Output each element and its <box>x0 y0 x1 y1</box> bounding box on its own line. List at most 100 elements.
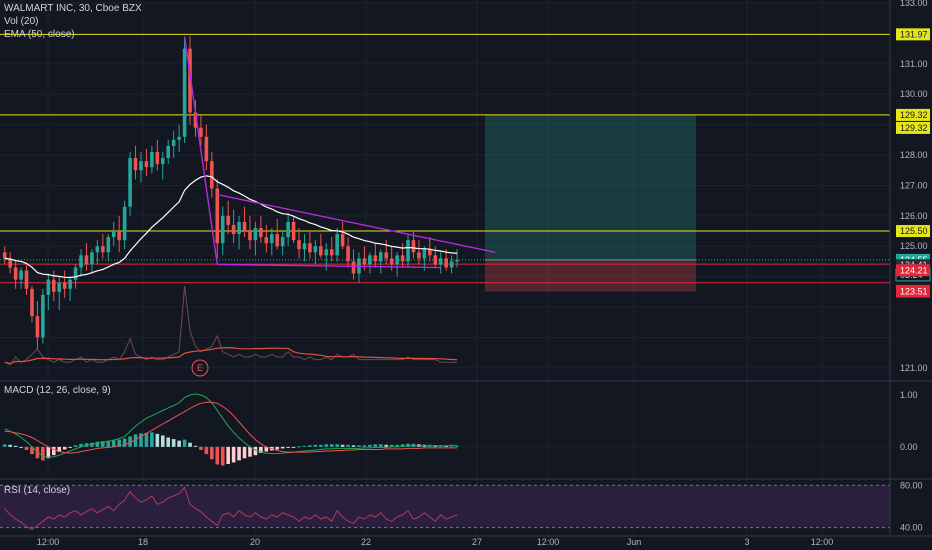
price-tag <box>896 108 930 121</box>
time-axis[interactable]: 12:00 18 20 22 27 12:00 Jun 3 12:00 <box>37 537 834 547</box>
candle-body <box>188 48 192 113</box>
macd-hist-bar <box>73 445 78 447</box>
candle-body <box>335 234 339 256</box>
macd-hist-bar <box>188 442 192 447</box>
legend-symbol[interactable]: WALMART INC, 30, Cboe BZX <box>4 3 142 14</box>
candle-body <box>368 255 372 265</box>
candle-body <box>384 252 389 259</box>
macd-hist-bar <box>139 433 143 447</box>
candle-body <box>395 255 399 265</box>
macd-hist-bar <box>329 444 334 447</box>
macd-pane <box>0 393 890 466</box>
macd-hist-bar <box>128 436 132 447</box>
candle-body <box>111 231 116 238</box>
rsi-band <box>0 485 890 528</box>
earnings-marker[interactable]: E <box>191 359 209 377</box>
candle-body <box>291 221 296 241</box>
macd-hist-bar <box>259 446 263 454</box>
candle-body <box>231 224 236 235</box>
candle-body <box>106 237 111 253</box>
candle-body <box>122 206 127 241</box>
price-tag-label: 124.21 <box>900 265 928 275</box>
macd-hist-bar <box>389 444 394 447</box>
macd-hist-bar <box>253 446 258 456</box>
candle-body <box>362 258 367 265</box>
macd-hist-bar <box>111 440 116 447</box>
macd-hist-bar <box>199 446 203 450</box>
legend-ema[interactable]: EMA (50, close) <box>4 29 75 40</box>
price-tick-label: 130.00 <box>900 89 928 99</box>
legend-vol[interactable]: Vol (20) <box>4 16 39 27</box>
candle-body <box>313 246 318 253</box>
price-tag <box>896 225 930 238</box>
candle-body <box>346 246 350 262</box>
position-zones <box>485 114 696 292</box>
earnings-circle <box>191 359 209 377</box>
trendline <box>217 193 496 254</box>
stop-zone <box>485 259 696 292</box>
rsi-tick-label: 80.00 <box>900 480 923 490</box>
macd-hist-bar <box>231 446 236 463</box>
candle-body <box>433 255 438 265</box>
price-axis[interactable]: 133.00 131.00 130.00 128.00 127.00 126.00 125.… <box>889 0 931 536</box>
price-tick-label: 133.00 <box>900 0 928 8</box>
macd-hist-bar <box>308 445 312 447</box>
candle-body <box>237 221 241 235</box>
price-tick-label: 128.00 <box>900 150 928 160</box>
time-tick-label: 22 <box>361 537 371 547</box>
macd-hist-bar <box>46 446 51 459</box>
candles[interactable] <box>2 36 459 350</box>
trendlines[interactable] <box>183 36 496 269</box>
macd-hist-bar <box>346 444 350 447</box>
time-tick-label: Jun <box>627 537 642 547</box>
macd-hist-bar <box>122 438 127 447</box>
candle-body <box>378 252 383 262</box>
macd-hist-bar <box>177 440 181 447</box>
macd-tick-label: 1.00 <box>900 390 918 400</box>
candle-body <box>46 279 51 295</box>
legend-rsi[interactable]: RSI (14, close) <box>4 485 71 496</box>
volume-ma-line <box>4 346 458 365</box>
candle-body <box>351 261 356 274</box>
earnings-label: E <box>197 363 203 373</box>
price-tag-label: 129.32 <box>900 123 928 133</box>
trendline <box>183 36 218 265</box>
candle-body <box>308 243 312 253</box>
candle-body <box>297 240 301 250</box>
candle-body <box>411 240 416 253</box>
candle-body <box>302 243 307 250</box>
candle-body <box>444 258 448 268</box>
price-tick-label: 126.00 <box>900 211 928 221</box>
macd-hist-bar <box>41 446 45 461</box>
macd-hist-bar <box>68 446 72 448</box>
candle-body <box>160 158 165 165</box>
macd-hist-bar <box>378 444 383 447</box>
macd-hist-bar <box>2 444 7 447</box>
time-tick-label: 20 <box>250 537 260 547</box>
macd-hist-bar <box>101 441 105 447</box>
price-tag-label: 125.50 <box>900 226 928 236</box>
pane-dividers[interactable] <box>0 380 932 537</box>
candle-body <box>155 152 160 165</box>
macd-hist-bar <box>8 444 12 447</box>
candle-body <box>204 136 209 162</box>
macd-hist-bar <box>160 435 165 447</box>
legend-macd[interactable]: MACD (12, 26, close, 9) <box>4 385 111 396</box>
macd-hist-bar <box>335 444 339 447</box>
macd-hist-bar <box>106 440 111 447</box>
macd-line <box>4 393 458 458</box>
macd-hist-bar <box>150 432 154 447</box>
candle-body <box>13 267 18 280</box>
macd-hist-bar <box>19 446 23 448</box>
macd-hist-bar <box>444 445 448 447</box>
macd-hist-bar <box>291 446 296 448</box>
price-tag-label: 123.51 <box>900 287 928 297</box>
candle-body <box>280 237 285 247</box>
price-tick-label: 127.00 <box>900 180 928 190</box>
candle-body <box>253 228 258 241</box>
candle-body <box>117 231 121 241</box>
macd-hist-bar <box>449 445 454 447</box>
candle-body <box>144 161 149 168</box>
macd-hist-bar <box>24 446 29 450</box>
